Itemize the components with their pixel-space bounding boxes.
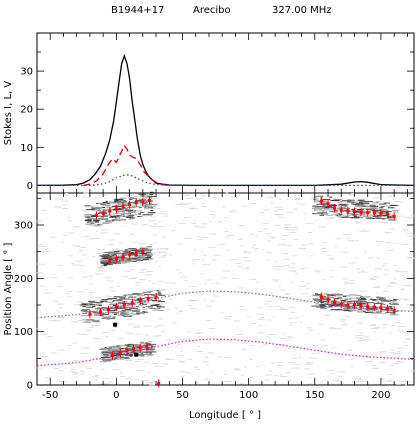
pa-point xyxy=(146,297,150,301)
pa-point xyxy=(359,210,363,214)
pa-point xyxy=(372,211,376,215)
x-tick-label: 200 xyxy=(371,390,390,401)
pa-point xyxy=(118,351,122,355)
pa-point xyxy=(130,301,134,305)
x-tick-label: 0 xyxy=(113,390,119,401)
pa-grey-histogram xyxy=(35,191,417,386)
pa-point xyxy=(114,257,118,261)
pa-point xyxy=(326,202,330,206)
pa-point xyxy=(379,306,383,310)
pa-point xyxy=(138,299,142,303)
pa-point xyxy=(125,349,129,353)
pa-point xyxy=(88,312,92,316)
pa-point xyxy=(134,251,138,255)
pa-point xyxy=(359,304,363,308)
pa-point xyxy=(386,212,390,216)
stokes-L-line xyxy=(83,144,170,187)
pa-point xyxy=(333,206,337,210)
pa-point xyxy=(101,211,105,215)
pa-point xyxy=(114,305,118,309)
pa-point xyxy=(110,354,114,358)
pa-point xyxy=(392,308,396,312)
pa-point xyxy=(121,204,125,208)
pa-point xyxy=(333,300,337,304)
pa-y-axis-label: Position Angle [ ° ] xyxy=(3,242,14,335)
pa-point xyxy=(379,211,383,215)
pa-point xyxy=(132,347,136,351)
pa-point xyxy=(352,303,356,307)
source-name: B1944+17 xyxy=(111,5,164,16)
x-tick-label: 100 xyxy=(239,390,258,401)
profile-y-tick-label: 0 xyxy=(27,181,33,192)
pa-point xyxy=(366,305,370,309)
pa-point xyxy=(326,298,330,302)
black-marker xyxy=(134,352,139,357)
pa-point xyxy=(108,259,112,263)
profile-y-tick-label: 20 xyxy=(20,105,33,116)
pa-point xyxy=(154,295,158,299)
pa-point xyxy=(147,198,151,202)
pa-points xyxy=(88,196,396,388)
profile-y-tick-label: 10 xyxy=(20,143,33,154)
pa-point xyxy=(339,208,343,212)
pa-point xyxy=(346,303,350,307)
x-tick-label: 150 xyxy=(305,390,324,401)
pa-point xyxy=(352,210,356,214)
rvm-lower-curve xyxy=(36,338,415,367)
rvm-upper-curve xyxy=(36,290,415,319)
pa-panel-frame xyxy=(36,192,415,386)
pa-point xyxy=(392,214,396,218)
pa-point xyxy=(108,209,112,213)
x-tick-label: 50 xyxy=(176,390,189,401)
telescope-name: Arecibo xyxy=(193,5,231,16)
profile-panel-frame xyxy=(36,32,415,194)
pa-point xyxy=(141,200,145,204)
black-marker xyxy=(113,322,118,327)
pa-point xyxy=(122,303,126,307)
pa-point xyxy=(366,211,370,215)
pa-point xyxy=(98,310,102,314)
pa-point xyxy=(138,346,142,350)
pa-point xyxy=(141,250,145,254)
pa-point xyxy=(121,255,125,259)
pa-point xyxy=(134,201,138,205)
frequency-label: 327.00 MHz xyxy=(272,5,332,16)
pa-point xyxy=(386,307,390,311)
x-tick-label: -50 xyxy=(42,390,58,401)
pa-point xyxy=(319,199,323,203)
pa-point xyxy=(106,308,110,312)
profile-y-axis-label: Stokes I, L, V xyxy=(3,81,14,146)
x-axis-label: Longitude [ ° ] xyxy=(189,410,261,421)
pa-y-tick-label: 100 xyxy=(14,327,33,338)
pa-point xyxy=(157,381,161,385)
pa-point xyxy=(145,345,149,349)
stokes-I-line xyxy=(36,53,415,187)
pa-point xyxy=(346,209,350,213)
pa-point xyxy=(128,203,132,207)
pa-y-tick-label: 200 xyxy=(14,274,33,285)
pa-point xyxy=(95,213,99,217)
pa-y-tick-label: 300 xyxy=(14,221,33,232)
pa-point xyxy=(372,305,376,309)
pa-point xyxy=(114,207,118,211)
pa-point xyxy=(319,295,323,299)
pa-point xyxy=(128,253,132,257)
rvm-curves xyxy=(36,290,415,367)
pa-point xyxy=(339,302,343,306)
profile-y-tick-label: 30 xyxy=(20,67,33,78)
profile-curves xyxy=(36,53,415,187)
pa-y-tick-label: 0 xyxy=(27,381,33,392)
